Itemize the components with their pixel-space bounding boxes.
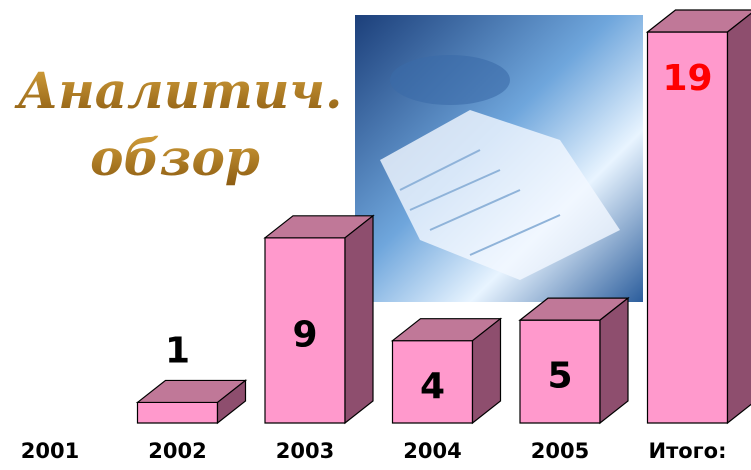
x-tick-label: 2005 xyxy=(531,439,589,463)
x-tick-label: 2002 xyxy=(148,439,206,463)
x-tick-label: Итого: xyxy=(649,439,727,463)
value-label: 5 xyxy=(547,356,572,397)
bar xyxy=(138,380,246,423)
bar xyxy=(265,216,373,423)
chart: Аналитич. обзор 2001 2002 1 2003 9 2004 4 2005 5… xyxy=(0,0,751,470)
title-line: обзор xyxy=(90,128,260,187)
title-line: Аналитич. xyxy=(14,61,343,120)
value-label: 4 xyxy=(420,366,445,407)
x-tick-label: 2004 xyxy=(403,439,461,463)
x-tick-label: 2001 xyxy=(21,439,79,463)
photo xyxy=(355,15,643,302)
page: {"chart_data": {"type": "bar3d", "title_… xyxy=(0,0,751,470)
bar-side xyxy=(345,216,373,423)
value-label: 19 xyxy=(662,58,712,99)
bar-front xyxy=(138,402,218,423)
value-label: 9 xyxy=(292,314,317,355)
bar xyxy=(520,298,628,423)
bar-side xyxy=(600,298,628,423)
bar-side xyxy=(728,10,751,423)
value-label: 1 xyxy=(165,330,190,371)
x-tick-label: 2003 xyxy=(276,439,334,463)
bar xyxy=(393,319,501,423)
